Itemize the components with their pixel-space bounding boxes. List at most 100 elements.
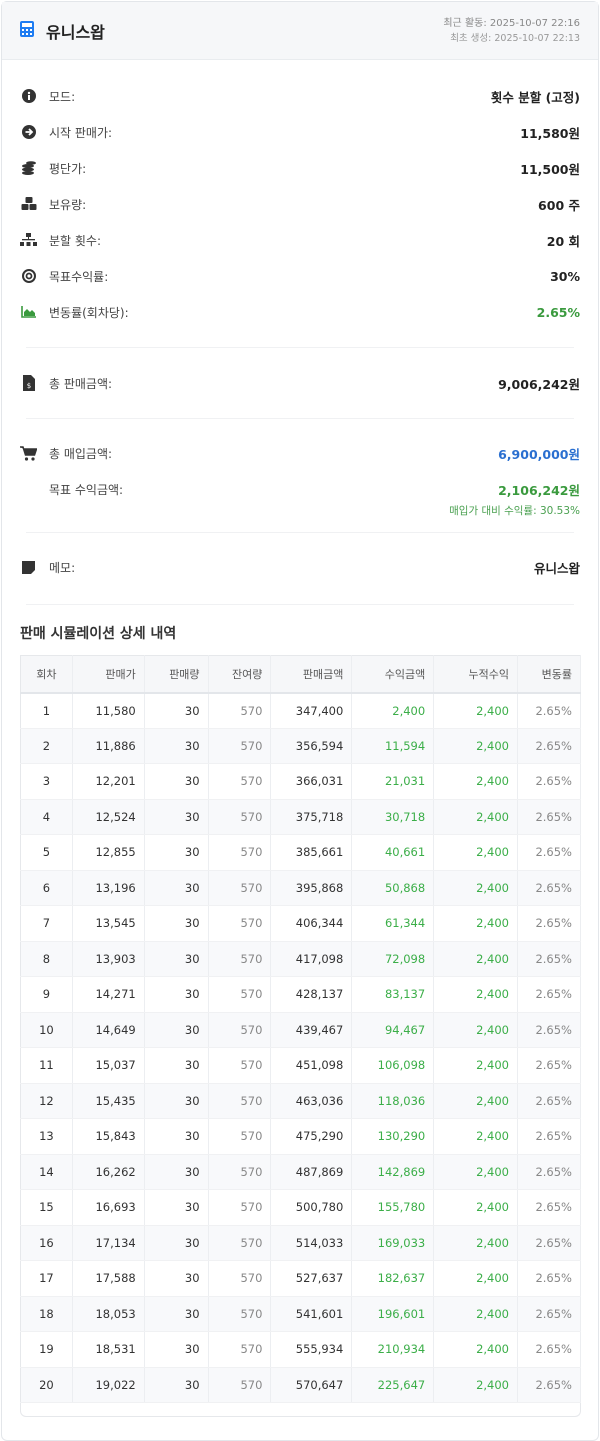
table-cell: 15 xyxy=(20,1189,73,1226)
table-cell: 570 xyxy=(208,692,272,729)
table-cell: 2,400 xyxy=(433,1154,519,1190)
table-cell: 347,400 xyxy=(270,692,353,729)
table-cell: 2,400 xyxy=(433,1331,519,1368)
divider xyxy=(26,532,574,533)
table-cell: 2.65% xyxy=(517,834,581,871)
table-cell: 2.65% xyxy=(517,905,581,942)
table-cell: 2.65% xyxy=(517,1331,581,1368)
table-cell: 2.65% xyxy=(517,1296,581,1332)
info-circle-icon xyxy=(20,89,37,103)
table-cell: 13,903 xyxy=(72,941,145,977)
table-row: 18 18,053 30 570 541,601 196,601 2,400 2.65% xyxy=(20,1296,581,1332)
card-title: 유니스왑 xyxy=(46,22,105,42)
table-cell: 16,262 xyxy=(72,1154,145,1190)
table-cell: 210,934 xyxy=(351,1331,435,1368)
table-cell: 11,886 xyxy=(72,728,145,764)
table-cell: 30 xyxy=(144,692,209,729)
table-cell: 2.65% xyxy=(517,1012,581,1048)
area-chart-icon xyxy=(20,306,37,318)
table-cell: 118,036 xyxy=(351,1083,435,1119)
table-cell: 30 xyxy=(144,1012,209,1048)
table-cell: 500,780 xyxy=(270,1189,353,1226)
cubes-icon xyxy=(20,197,37,211)
table-cell: 12,524 xyxy=(72,799,145,835)
column-header: 판매량 xyxy=(144,655,209,694)
target-profit-value: 2,106,242원 xyxy=(498,482,580,498)
table-cell: 30 xyxy=(144,941,209,977)
table-cell: 2,400 xyxy=(433,834,519,871)
table-cell: 13 xyxy=(20,1118,73,1155)
table-cell: 30 xyxy=(144,1189,209,1226)
table-cell: 2.65% xyxy=(517,728,581,764)
table-cell: 15,037 xyxy=(72,1047,145,1084)
table-cell: 2.65% xyxy=(517,1260,581,1297)
table-cell: 2.65% xyxy=(517,1225,581,1261)
table-cell: 18,531 xyxy=(72,1331,145,1368)
table-cell: 2,400 xyxy=(433,1225,519,1261)
table-cell: 570 xyxy=(208,941,272,977)
table-cell: 2,400 xyxy=(433,728,519,764)
table-cell: 19,022 xyxy=(72,1367,145,1403)
coins-icon xyxy=(20,161,37,175)
table-cell: 570 xyxy=(208,834,272,871)
table-cell: 570 xyxy=(208,1118,272,1155)
total-sales-row: $ 총 판매금액: 9,006,242원 xyxy=(20,365,580,401)
table-cell: 16 xyxy=(20,1225,73,1261)
table-row: 8 13,903 30 570 417,098 72,098 2,400 2.65% xyxy=(20,941,581,977)
table-cell: 541,601 xyxy=(270,1296,353,1332)
table-cell: 570 xyxy=(208,763,272,800)
table-cell: 2,400 xyxy=(433,976,519,1013)
table-cell: 30 xyxy=(144,1367,209,1403)
table-cell: 7 xyxy=(20,905,73,942)
total-purchase-row: 총 매입금액: 6,900,000원 xyxy=(20,435,580,471)
table-cell: 225,647 xyxy=(351,1367,435,1403)
table-cell: 2.65% xyxy=(517,976,581,1013)
table-cell: 30 xyxy=(144,1047,209,1084)
holdings-value: 600 주 xyxy=(538,197,580,213)
table-cell: 395,868 xyxy=(270,870,353,906)
change-rate-value: 2.65% xyxy=(536,304,580,320)
column-header: 수익금액 xyxy=(351,655,435,694)
memo-value: 유니스왑 xyxy=(533,560,580,576)
total-purchase-value: 6,900,000원 xyxy=(498,446,580,462)
table-row: 14 16,262 30 570 487,869 142,869 2,400 2.65% xyxy=(20,1154,581,1190)
table-cell: 13,196 xyxy=(72,870,145,906)
memo-row: 메모: 유니스왑 xyxy=(20,549,580,585)
table-row: 1 11,580 30 570 347,400 2,400 2,400 2.65% xyxy=(20,692,581,729)
simulation-title: 판매 시뮬레이션 상세 내역 xyxy=(20,626,177,642)
table-cell: 570 xyxy=(208,1225,272,1261)
table-cell: 2.65% xyxy=(517,1047,581,1084)
table-cell: 2,400 xyxy=(351,692,435,729)
table-cell: 2,400 xyxy=(433,799,519,835)
last-activity: 최근 활동: 2025-10-07 22:16 xyxy=(443,17,580,29)
table-cell: 30 xyxy=(144,799,209,835)
table-cell: 5 xyxy=(20,834,73,871)
table-cell: 2.65% xyxy=(517,799,581,835)
table-cell: 570 xyxy=(208,870,272,906)
info-row-splits: 분할 횟수: 20 회 xyxy=(20,222,580,258)
avg-price-value: 11,500원 xyxy=(520,161,580,177)
table-cell: 61,344 xyxy=(351,905,435,942)
invoice-dollar-icon: $ xyxy=(20,375,37,391)
table-cell: 83,137 xyxy=(351,976,435,1013)
table-cell: 570,647 xyxy=(270,1367,353,1403)
sitemap-icon xyxy=(20,233,37,247)
table-cell: 4 xyxy=(20,799,73,835)
table-cell: 40,661 xyxy=(351,834,435,871)
table-cell: 169,033 xyxy=(351,1225,435,1261)
table-cell: 30 xyxy=(144,870,209,906)
column-header: 판매금액 xyxy=(270,655,353,694)
info-row-holdings: 보유량: 600 주 xyxy=(20,186,580,222)
table-cell: 21,031 xyxy=(351,763,435,800)
table-cell: 2.65% xyxy=(517,941,581,977)
table-cell: 439,467 xyxy=(270,1012,353,1048)
table-cell: 2.65% xyxy=(517,1083,581,1119)
info-row-target-rate: 목표수익률: 30% xyxy=(20,258,580,294)
table-cell: 555,934 xyxy=(270,1331,353,1368)
table-row: 5 12,855 30 570 385,661 40,661 2,400 2.65% xyxy=(20,834,581,871)
table-row: 9 14,271 30 570 428,137 83,137 2,400 2.65% xyxy=(20,976,581,1013)
table-cell: 2.65% xyxy=(517,692,581,729)
table-cell: 30 xyxy=(144,1296,209,1332)
table-cell: 570 xyxy=(208,1331,272,1368)
table-cell: 182,637 xyxy=(351,1260,435,1297)
